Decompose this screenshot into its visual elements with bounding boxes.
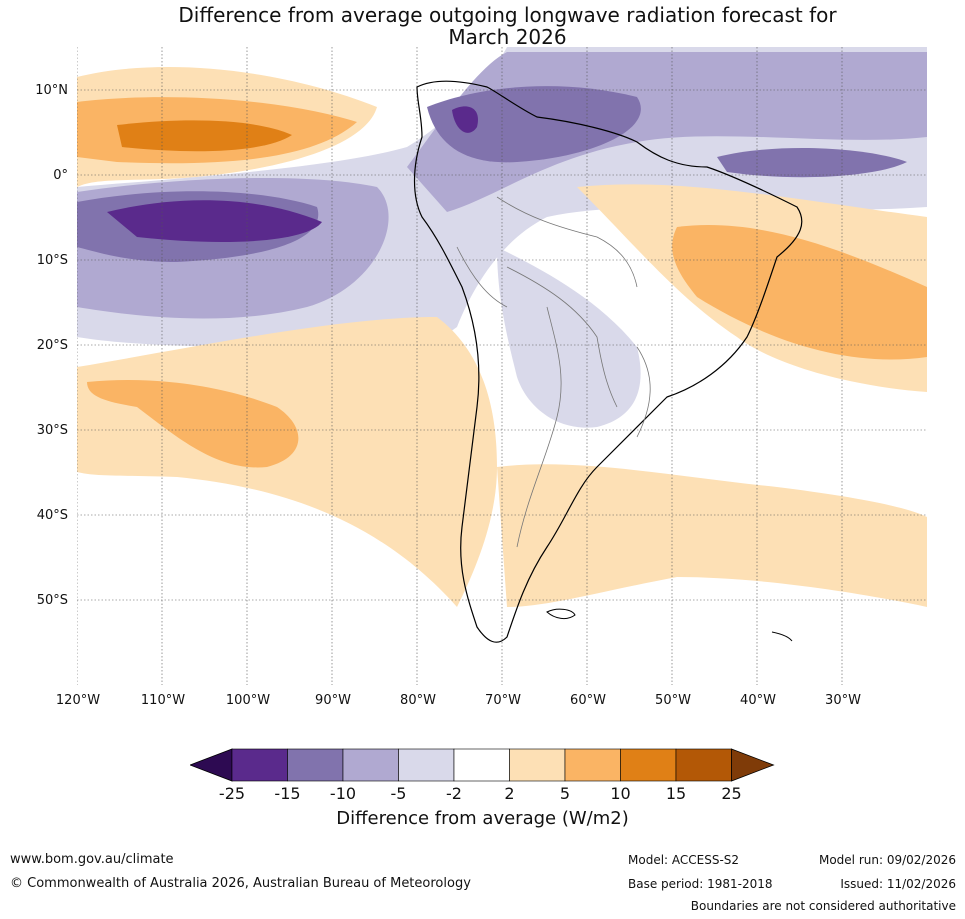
footer-issued: Issued: 11/02/2026 xyxy=(840,877,956,891)
colorbar-segment-1 xyxy=(231,748,288,782)
title-line-1: Difference from average outgoing longwav… xyxy=(178,3,837,27)
warm-core-south-pacific xyxy=(87,379,299,468)
colorbar-label: -15 xyxy=(274,784,301,803)
colorbar-label: 5 xyxy=(559,784,571,803)
lat-label-10s: 10°S xyxy=(36,253,68,268)
falkland-islands xyxy=(546,608,576,620)
colorbar-title: Difference from average (W/m2) xyxy=(336,808,629,829)
footer-copyright: © Commonwealth of Australia 2026, Austra… xyxy=(10,876,471,891)
chart-title: Difference from average outgoing longwav… xyxy=(0,4,965,48)
lat-label-20s: 20°S xyxy=(36,338,68,353)
cool-core-colombia xyxy=(427,86,641,163)
colorbar-segment-5 xyxy=(453,748,510,782)
colorbar-label: -25 xyxy=(218,784,246,803)
colorbar-label: 10 xyxy=(610,784,631,803)
warm-band-south-pacific xyxy=(77,317,497,607)
colorbar-segment-3 xyxy=(342,748,399,782)
footer-model: Model: ACCESS-S2 xyxy=(628,853,740,867)
lon-label-40w: 40°W xyxy=(740,693,776,708)
colorbar-label: 15 xyxy=(665,784,687,803)
lat-label-40s: 40°S xyxy=(36,508,68,523)
colorbar-segment-7 xyxy=(564,748,621,782)
colorbar-label: -5 xyxy=(390,784,407,803)
lat-label-0: 0° xyxy=(53,168,68,183)
colorbar-label: -2 xyxy=(446,784,462,803)
colorbar-segment-9 xyxy=(675,748,732,782)
cool-peak-colombia xyxy=(452,106,478,133)
south-georgia xyxy=(771,631,793,642)
lon-label-70w: 70°W xyxy=(485,693,521,708)
title-line-2: March 2026 xyxy=(448,25,567,49)
lon-label-120w: 120°W xyxy=(55,693,101,708)
lon-label-110w: 110°W xyxy=(140,693,186,708)
lon-label-50w: 50°W xyxy=(655,693,691,708)
colorbar-segment-2 xyxy=(287,748,344,782)
lon-label-100w: 100°W xyxy=(225,693,271,708)
cool-peak-east-pacific xyxy=(107,200,322,242)
lon-label-90w: 90°W xyxy=(315,693,351,708)
colorbar-segment-8 xyxy=(620,748,677,782)
colorbar-segment-4 xyxy=(398,748,455,782)
colorbar-label: -10 xyxy=(329,784,357,803)
colorbar-segment-6 xyxy=(509,748,566,782)
lat-label-10n: 10°N xyxy=(35,83,68,98)
lon-label-30w: 30°W xyxy=(825,693,861,708)
footer-model-run: Model run: 09/02/2026 xyxy=(818,853,956,867)
graticule xyxy=(77,47,927,685)
lon-label-80w: 80°W xyxy=(400,693,436,708)
cool-core-atlantic xyxy=(717,147,907,178)
warm-peak-north-pacific xyxy=(117,120,292,152)
colorbar-label: 2 xyxy=(504,784,515,803)
south-america-coastline xyxy=(413,80,803,643)
colorbar-label: 25 xyxy=(721,784,742,803)
colorbar xyxy=(190,748,775,782)
footer-disclaimer: Boundaries are not considered authoritat… xyxy=(690,899,956,913)
footer-base-period: Base period: 1981-2018 xyxy=(628,877,773,891)
footer-website[interactable]: www.bom.gov.au/climate xyxy=(10,852,174,867)
map-panel xyxy=(77,47,927,685)
lat-label-50s: 50°S xyxy=(36,593,68,608)
country-borders xyxy=(456,196,651,548)
warm-band-south-atlantic xyxy=(497,464,927,607)
lon-label-60w: 60°W xyxy=(570,693,606,708)
lat-label-30s: 30°S xyxy=(36,423,68,438)
colorbar-extend-low xyxy=(190,748,233,782)
warm-core-brazil xyxy=(672,225,927,360)
colorbar-extend-high xyxy=(731,748,775,782)
cool-patch-interior xyxy=(497,247,641,428)
